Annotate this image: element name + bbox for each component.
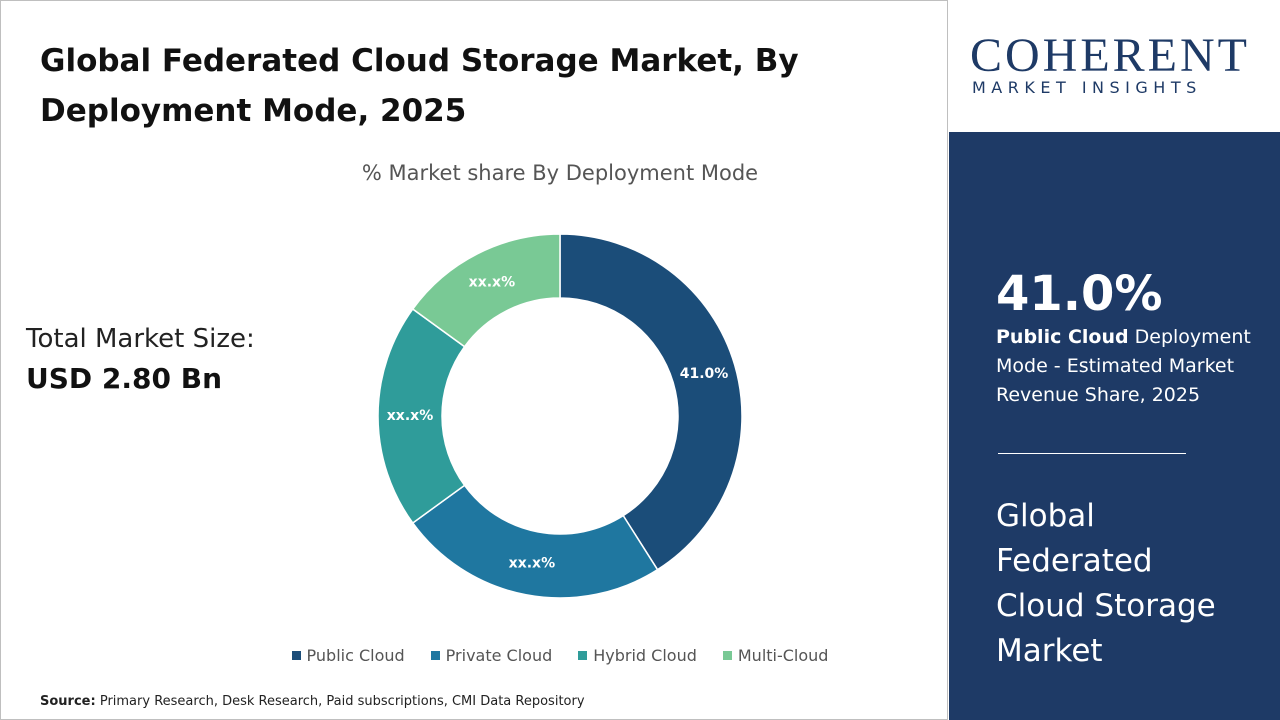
total-value: USD 2.80 Bn <box>26 362 222 395</box>
legend-item: Multi-Cloud <box>722 646 829 665</box>
legend-item: Hybrid Cloud <box>578 646 697 665</box>
logo-area <box>949 0 1280 132</box>
data-label: xx.x% <box>387 408 433 424</box>
highlight-bold: Public Cloud <box>996 326 1129 348</box>
donut-slice <box>559 233 743 571</box>
legend-swatch <box>722 651 732 660</box>
divider <box>998 453 1186 454</box>
legend-label: Multi-Cloud <box>737 646 829 665</box>
data-label: xx.x% <box>509 555 555 571</box>
source-label: Source: <box>40 694 96 709</box>
source: Source: Primary Research, Desk Research,… <box>40 694 585 709</box>
legend-label: Hybrid Cloud <box>593 646 697 665</box>
legend-label: Public Cloud <box>306 646 405 665</box>
logo-name: COHERENT <box>970 29 1250 82</box>
highlight-value: 41.0% <box>996 266 1163 322</box>
legend-swatch <box>578 651 588 660</box>
legend-item: Public Cloud <box>291 646 405 665</box>
chart: % Market share By Deployment Mode 41.0% x… <box>362 161 758 599</box>
chart-title: % Market share By Deployment Mode <box>362 161 758 185</box>
donut-slice <box>411 233 561 348</box>
page-title: Global Federated Cloud Storage Market, B… <box>40 43 799 129</box>
data-label: xx.x% <box>469 274 515 290</box>
legend: Public Cloud Private Cloud Hybrid Cloud Mul… <box>160 646 960 665</box>
logo-tagline: MARKET INSIGHTS <box>972 78 1202 97</box>
highlight-text: Public Cloud Deployment Mode - Estimated… <box>996 323 1266 410</box>
side-panel <box>949 132 1280 720</box>
legend-item: Private Cloud <box>430 646 553 665</box>
source-text: Primary Research, Desk Research, Paid su… <box>99 694 585 709</box>
legend-swatch <box>291 651 301 660</box>
market-name: Global Federated Cloud Storage Market <box>996 498 1216 669</box>
total-label: Total Market Size: <box>26 324 255 354</box>
highlight-desc: Deployment Mode - Estimated Market Reven… <box>996 326 1251 406</box>
legend-swatch <box>430 651 440 660</box>
legend-label: Private Cloud <box>445 646 553 665</box>
data-label: 41.0% <box>680 366 729 382</box>
donut-slice <box>411 484 659 599</box>
